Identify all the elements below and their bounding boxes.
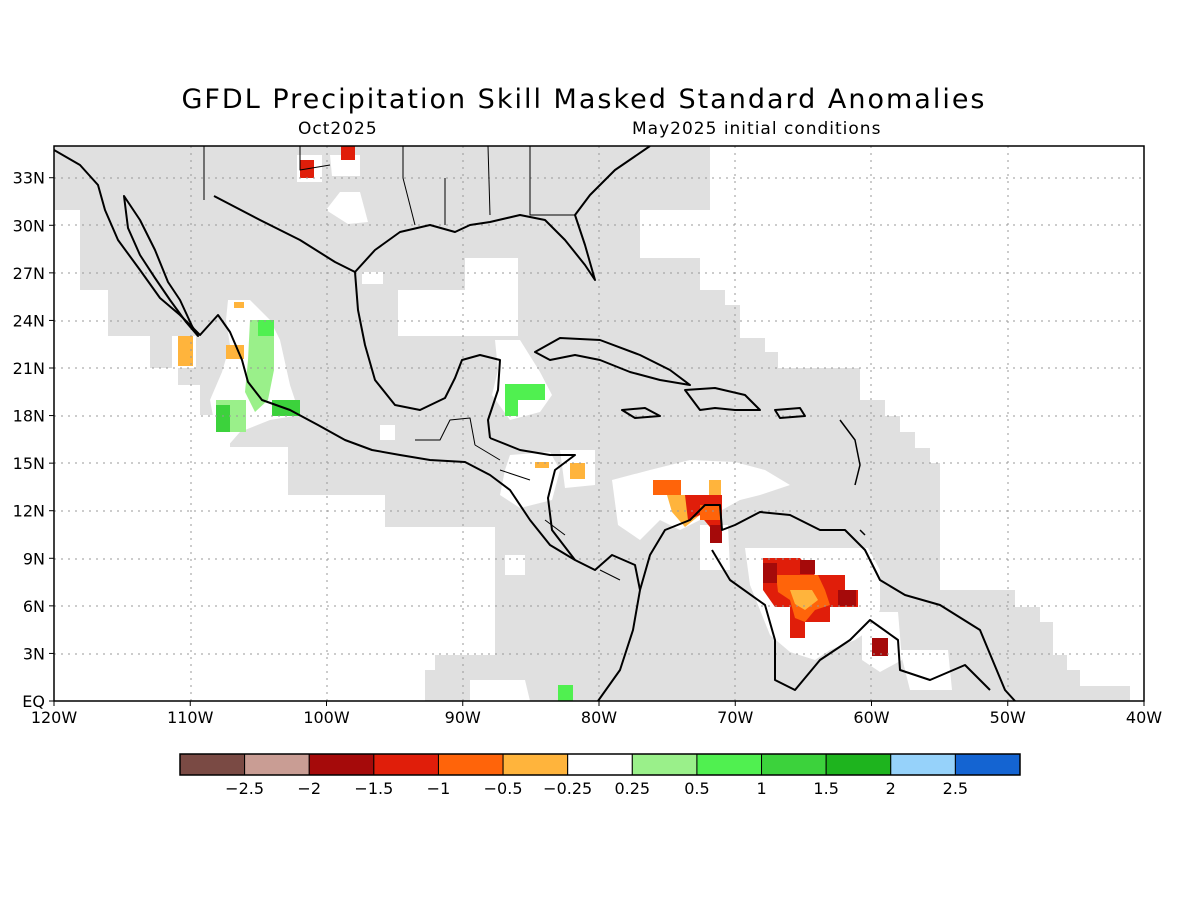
lesser-antilles: [839, 419, 866, 536]
color-legend: −2.5 −2 −1.5 −1 −0.5 −0.25 0.25 0.5 1 1.5 2 2.5: [179, 753, 1021, 798]
lat-label: 12N: [13, 502, 45, 521]
lat-label: 6N: [23, 597, 45, 616]
map-area: [54, 146, 1144, 701]
anomaly-cell: [178, 336, 193, 366]
lat-label: 3N: [23, 644, 45, 663]
legend-swatch: [890, 753, 956, 776]
legend-swatch: [437, 753, 504, 776]
anomaly-cell: [505, 384, 545, 416]
initial-conditions: May2025 initial conditions: [632, 119, 882, 139]
lat-label: 24N: [13, 311, 45, 330]
puerto-rico: [774, 407, 806, 419]
chart-title: GFDL Precipitation Skill Masked Standard…: [181, 84, 987, 115]
lon-label: 70W: [717, 708, 753, 727]
legend-swatch: [179, 753, 246, 776]
lon-label: 40W: [1126, 708, 1162, 727]
baja-california: [123, 195, 199, 337]
lat-label: 15N: [13, 454, 45, 473]
anomaly-cell: [710, 525, 722, 543]
latitude-axis: EQ 3N 6N 9N 12N 15N 18N 21N 24N 27N 30N 33N: [13, 169, 54, 711]
legend-swatch: [308, 753, 375, 776]
coastlines: [54, 146, 1016, 701]
anomaly-cell: [790, 590, 818, 610]
legend-label: −2: [297, 779, 321, 798]
legend-swatch: [502, 753, 569, 776]
lon-label: 100W: [303, 708, 350, 727]
legend-swatch: [631, 753, 698, 776]
legend-swatch: [696, 753, 763, 776]
graticule: [54, 146, 1144, 701]
legend-label: 0.25: [614, 779, 650, 798]
legend-label: 2: [886, 779, 896, 798]
venezuela-interior-border: [711, 549, 991, 691]
lat-label: 18N: [13, 407, 45, 426]
legend-label: −0.25: [543, 779, 592, 798]
legend-label: 2.5: [943, 779, 968, 798]
legend-label: 0.5: [684, 779, 709, 798]
anomaly-cell: [558, 685, 573, 701]
anomaly-cell: [763, 563, 777, 583]
anomaly-cell: [709, 480, 721, 495]
anomaly-cell: [872, 638, 888, 656]
anomaly-cell: [216, 405, 230, 432]
anomaly-cell: [341, 146, 355, 160]
lat-label: 9N: [23, 549, 45, 568]
legend-swatch: [825, 753, 892, 776]
colombia-venezuela-coast: [639, 504, 1016, 701]
lat-label: EQ: [22, 692, 45, 711]
lon-label: 110W: [167, 708, 214, 727]
legend-label: −2.5: [225, 779, 264, 798]
anomaly-cell: [653, 480, 681, 495]
jamaica: [621, 407, 661, 419]
lon-label: 80W: [581, 708, 617, 727]
us-state-borders: [203, 146, 575, 226]
anomaly-cell: [800, 560, 815, 574]
legend-frame: [179, 753, 1021, 776]
mexico-gulf-coast: [354, 271, 501, 439]
legend-label: −0.5: [484, 779, 523, 798]
legend-swatch: [244, 753, 310, 776]
legend-swatch: [761, 753, 827, 776]
lon-label: 50W: [990, 708, 1026, 727]
central-america-borders: [415, 417, 621, 581]
longitude-axis: 120W 110W 100W 90W 80W 70W 60W 50W 40W: [31, 701, 1162, 727]
legend-swatch: [567, 753, 633, 776]
gulf-of-mexico-coast: [213, 146, 651, 281]
hispaniola: [684, 387, 761, 411]
anomaly-cell: [258, 320, 274, 336]
lon-label: 60W: [853, 708, 889, 727]
legend-swatch: [954, 753, 1021, 776]
legend-label: −1: [427, 779, 451, 798]
anomaly-cell: [838, 590, 856, 606]
lat-label: 30N: [13, 216, 45, 235]
legend-label: −1.5: [354, 779, 393, 798]
lon-label: 90W: [445, 708, 481, 727]
anomaly-cells: [178, 146, 888, 701]
cuba: [534, 337, 691, 386]
lat-label: 27N: [13, 264, 45, 283]
anomaly-cell: [535, 462, 549, 468]
lat-label: 21N: [13, 359, 45, 378]
lon-label: 120W: [31, 708, 78, 727]
legend-label: 1: [756, 779, 766, 798]
anomaly-cell: [570, 463, 585, 479]
legend-swatch: [373, 753, 439, 776]
anomaly-cell: [234, 302, 244, 308]
mexico-pacific-coast: [54, 149, 641, 701]
anomaly-cell: [700, 505, 720, 520]
legend-label: 1.5: [813, 779, 838, 798]
forecast-month: Oct2025: [298, 119, 378, 139]
lat-label: 33N: [13, 169, 45, 188]
